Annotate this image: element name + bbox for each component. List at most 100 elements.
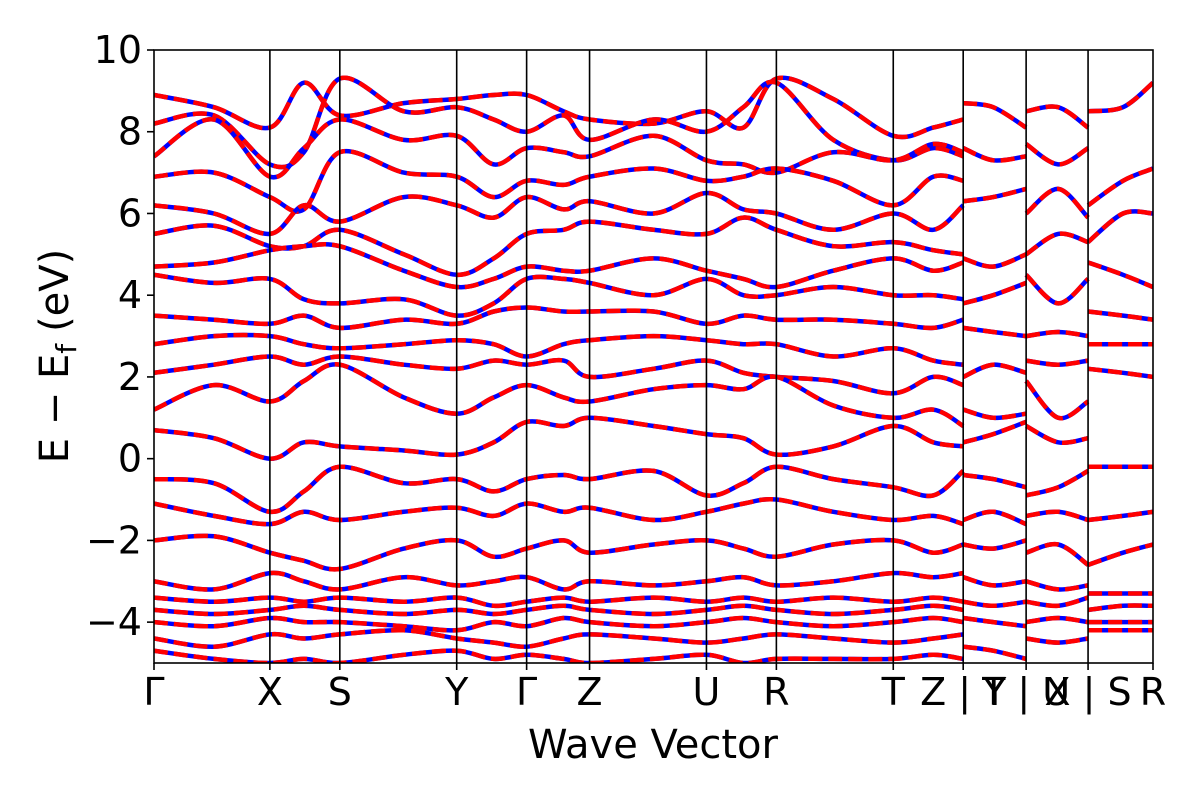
band-3 bbox=[154, 148, 964, 214]
band-dft-line bbox=[962, 575, 1027, 588]
band-9 bbox=[154, 332, 964, 367]
band-dft-line bbox=[962, 615, 1027, 629]
band-30 bbox=[962, 419, 1027, 445]
band-dft-line bbox=[154, 595, 964, 609]
band-8 bbox=[154, 305, 964, 331]
band-47 bbox=[1025, 468, 1090, 498]
band-51 bbox=[1025, 595, 1089, 609]
band-dft-line bbox=[1025, 329, 1089, 339]
y-axis-label-unit: (eV) bbox=[32, 249, 78, 332]
band-43 bbox=[1025, 329, 1089, 339]
band-dft-line bbox=[1025, 636, 1089, 645]
y-tick-label: 8 bbox=[118, 110, 142, 154]
band-53 bbox=[1025, 636, 1089, 645]
x-tick-label: T bbox=[881, 670, 906, 714]
kpath-lines bbox=[269, 50, 1089, 663]
y-tick-label: 6 bbox=[118, 191, 142, 235]
band-dft-line bbox=[962, 325, 1027, 339]
band-dft-line bbox=[154, 75, 964, 170]
band-dft-line bbox=[154, 241, 964, 290]
band-dft-line bbox=[962, 407, 1027, 421]
band-dft-line bbox=[1024, 142, 1090, 167]
band-dft-line bbox=[962, 538, 1027, 551]
band-13 bbox=[154, 464, 965, 515]
band-dft-line bbox=[1025, 423, 1089, 446]
band-dft-line bbox=[154, 648, 964, 663]
band-38 bbox=[1025, 104, 1090, 130]
band-46 bbox=[1025, 423, 1089, 446]
band-31 bbox=[962, 472, 1027, 490]
band-27 bbox=[962, 325, 1027, 339]
band-dft-line bbox=[1087, 366, 1153, 380]
band-24 bbox=[962, 186, 1027, 204]
band-18 bbox=[154, 603, 964, 617]
plot-frame bbox=[153, 49, 1154, 664]
band-dft-line bbox=[1025, 579, 1089, 592]
band-dft-line bbox=[962, 472, 1027, 490]
band-dft-line bbox=[154, 190, 965, 237]
band-65 bbox=[1087, 603, 1153, 613]
band-15 bbox=[154, 533, 964, 572]
band-dft-line bbox=[154, 570, 964, 592]
band-dft-line bbox=[1024, 273, 1090, 306]
band-dft-line bbox=[154, 496, 964, 527]
band-dft-line bbox=[154, 272, 964, 318]
band-42 bbox=[1024, 273, 1090, 306]
band-2 bbox=[154, 117, 964, 180]
band-dft-line bbox=[1025, 595, 1089, 609]
band-28 bbox=[962, 362, 1027, 379]
band-45 bbox=[1024, 379, 1090, 421]
band-41 bbox=[1024, 231, 1089, 257]
y-tick-label: −2 bbox=[86, 518, 142, 562]
band-dft-line bbox=[1025, 615, 1089, 625]
band-16 bbox=[154, 570, 964, 592]
x-tick-label: Z bbox=[577, 670, 603, 714]
band-dft-line bbox=[154, 305, 964, 331]
band-dft-line bbox=[154, 615, 964, 633]
band-56 bbox=[1086, 209, 1153, 244]
band-dft-line bbox=[1087, 603, 1153, 613]
band-7 bbox=[154, 272, 964, 318]
band-dft-line bbox=[962, 100, 1028, 130]
band-dft-line bbox=[962, 280, 1027, 306]
plot-background bbox=[154, 50, 1153, 663]
band-dft-line bbox=[962, 644, 1027, 662]
band-dft-line bbox=[962, 362, 1027, 379]
band-dft-line bbox=[154, 215, 964, 278]
band-49 bbox=[1025, 541, 1090, 567]
band-19 bbox=[154, 615, 964, 633]
band-52 bbox=[1025, 615, 1089, 625]
x-tick-label: Γ bbox=[143, 670, 164, 714]
band-39 bbox=[1024, 142, 1090, 167]
band-dft-line bbox=[1087, 260, 1153, 290]
band-4 bbox=[154, 190, 965, 237]
band-57 bbox=[1087, 260, 1153, 290]
band-dft-line bbox=[154, 354, 964, 396]
band-dft-line bbox=[154, 627, 964, 649]
x-tick-label: T | U bbox=[981, 670, 1070, 715]
y-axis-label: E − Ef (eV) bbox=[32, 249, 83, 464]
band-dft-line bbox=[1024, 186, 1090, 220]
y-tick-label: 4 bbox=[118, 273, 142, 317]
y-axis-label-subscript: f bbox=[50, 343, 83, 354]
band-dft-line bbox=[1087, 309, 1153, 322]
band-11 bbox=[154, 362, 965, 428]
band-32 bbox=[962, 509, 1027, 527]
band-54 bbox=[1087, 80, 1153, 114]
band-dft-line bbox=[962, 599, 1027, 609]
band-dft-line bbox=[1025, 358, 1089, 367]
x-tick-label: R bbox=[763, 670, 789, 714]
band-dft-line bbox=[1087, 542, 1153, 568]
band-44 bbox=[1025, 358, 1089, 367]
band-dft-line bbox=[154, 415, 964, 461]
band-dft-line bbox=[962, 146, 1027, 163]
band-14 bbox=[154, 496, 964, 527]
band-dft-line bbox=[1024, 379, 1090, 421]
bands-layer bbox=[154, 75, 1153, 663]
band-22 bbox=[962, 100, 1028, 130]
band-21 bbox=[154, 648, 964, 663]
band-dft-line bbox=[154, 117, 964, 180]
band-50 bbox=[1025, 579, 1089, 592]
